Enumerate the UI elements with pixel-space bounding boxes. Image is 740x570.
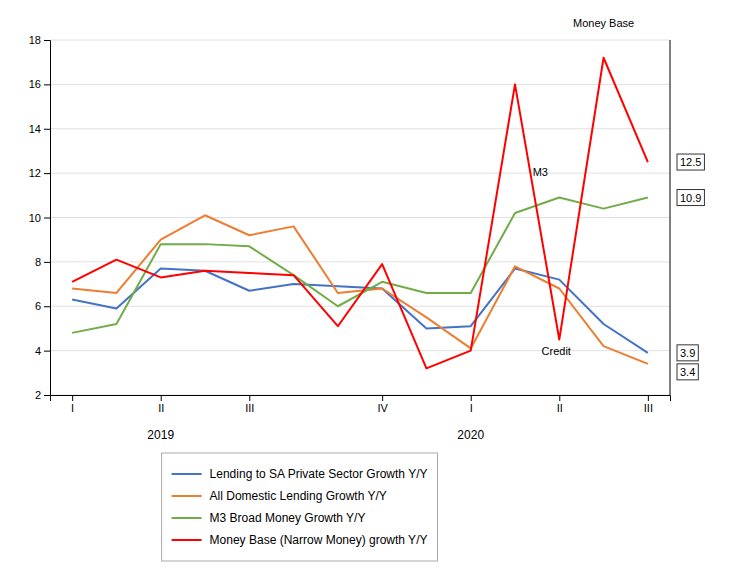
x-tick-label: I [71,402,74,414]
grid-line [50,350,670,351]
y-tick-label: 6 [35,300,41,312]
chart: 24681012141618IIIIIIIVIIIIII20192020Mone… [0,0,740,570]
x-tick-mark [72,395,73,401]
end-label-text: 3.9 [680,347,695,359]
y-tick-mark [44,351,50,352]
x-tick-mark [249,395,250,401]
y-tick-mark [44,84,50,85]
x-tick-label: IV [377,402,388,414]
y-axis-line [44,41,51,396]
legend-label: Money Base (Narrow Money) growth Y/Y [210,533,428,547]
annotations: 2019 2020 Money Base M3 Credit 12.5 10.9 3.9 3.4 [147,17,704,442]
y-tick-label: 18 [29,34,41,46]
y-tick-mark [44,306,50,307]
y-tick-label: 14 [29,123,41,135]
legend-label: M3 Broad Money Growth Y/Y [210,511,366,525]
grid-line [50,40,670,41]
y-tick-mark [44,395,50,396]
y-tick: 10 [29,212,50,224]
end-label-text: 3.4 [680,366,695,378]
end-label-text: 10.9 [680,192,701,204]
end-label-box [677,154,704,170]
annotation: Credit [542,345,571,357]
legend-swatch [172,473,202,475]
x-tick-mark [559,395,560,401]
annotation: M3 [533,166,548,178]
legend-swatch [172,539,202,541]
grid-line [50,306,670,307]
x-tick-mark [161,395,162,401]
x-axis-line [51,396,671,402]
x-tick: III [245,395,254,414]
y-tick-mark [44,173,50,174]
end-label: 3.9 [677,345,698,361]
x-tick-label: III [644,402,653,414]
y-tick: 16 [29,78,50,90]
y-tick-mark [44,40,50,41]
y-tick: 4 [35,345,50,357]
y-tick-label: 12 [29,167,41,179]
x-tick-label: III [245,402,254,414]
end-label-box [677,364,698,380]
y-tick: 2 [35,389,50,401]
grid-line [50,173,670,174]
grid-line [50,84,670,85]
x-tick-mark [471,395,472,401]
y-tick: 14 [29,123,50,135]
end-label: 10.9 [677,190,704,206]
x-tick: I [470,395,473,414]
plot-area [72,58,648,369]
legend-label: Lending to SA Private Sector Growth Y/Y [210,467,428,481]
year-label: 2020 [457,428,484,442]
y-tick: 12 [29,167,50,179]
y-tick: 8 [35,256,50,268]
grid-line [50,217,670,218]
y-tick-label: 2 [35,389,41,401]
x-tick: I [71,395,74,414]
x-tick: IV [377,395,388,414]
y-tick: 18 [29,34,50,46]
legend-label: All Domestic Lending Growth Y/Y [210,489,387,503]
y-tick-label: 10 [29,212,41,224]
series-line [72,198,648,333]
y-tick-label: 16 [29,78,41,90]
series-line [72,269,648,353]
frame-right [670,40,671,395]
legend: Lending to SA Private Sector Growth Y/Y A… [162,453,438,561]
end-label: 3.4 [677,364,698,380]
legend-swatch [172,495,202,497]
grid-line [50,128,670,129]
x-tick-mark [648,395,649,401]
x-tick-mark [382,395,383,401]
series-line [72,58,648,369]
y-tick-mark [44,129,50,130]
y-tick-label: 8 [35,256,41,268]
end-label: 12.5 [677,154,704,170]
y-tick: 6 [35,300,50,312]
x-tick: II [557,395,563,414]
y-tick-mark [44,262,50,263]
x-tick-label: II [557,402,563,414]
y-axis: 2 4 6 8 10 12 14 16 18 [29,34,51,401]
series-line [72,215,648,364]
x-tick: III [644,395,653,414]
legend-swatch [172,517,202,519]
annotation: Money Base [573,17,634,29]
x-axis: IIIIIIIVIIIIII [51,395,671,414]
y-tick-label: 4 [35,345,41,357]
y-tick-mark [44,218,50,219]
end-label-box [677,345,698,361]
x-tick-label: II [158,402,164,414]
year-label: 2019 [147,428,174,442]
x-tick: II [158,395,164,414]
x-tick-label: I [470,402,473,414]
legend-frame [162,453,438,561]
end-label-box [677,190,704,206]
end-label-text: 12.5 [680,156,701,168]
grid [50,40,670,395]
